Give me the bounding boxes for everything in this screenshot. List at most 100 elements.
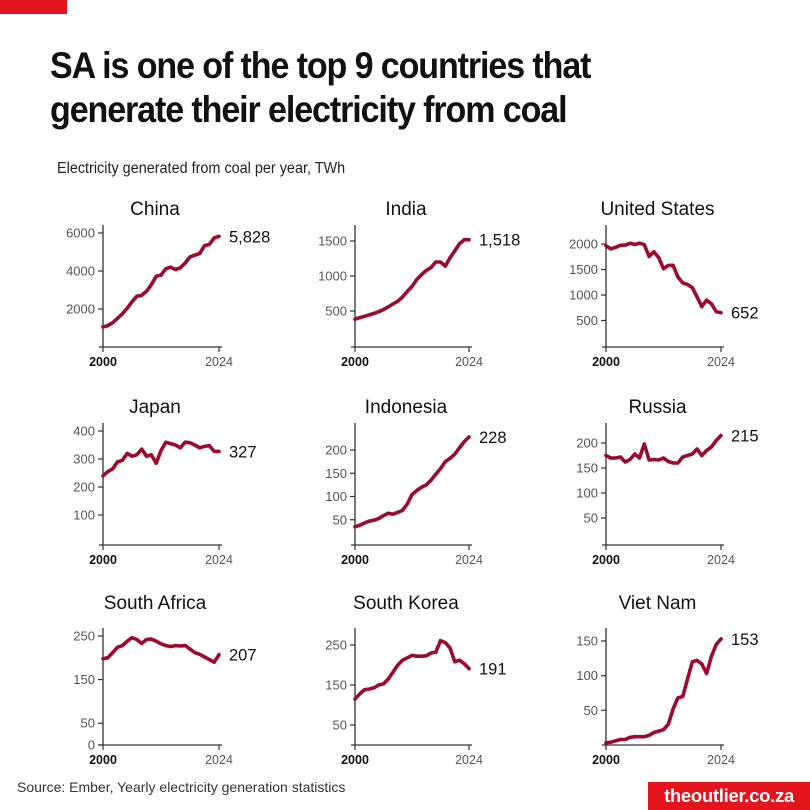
x-tick-label-russia: 2000 (592, 553, 620, 567)
data-point-china (207, 242, 211, 246)
brand-logo[interactable]: theoutlier.co.za (648, 782, 810, 810)
data-point-south-africa (149, 637, 153, 641)
y-tick-label-china: 4000 (66, 264, 95, 279)
data-point-south-korea (377, 683, 381, 687)
end-value-label-united-states: 652 (731, 305, 759, 323)
data-point-india (467, 238, 471, 242)
data-point-viet-nam (647, 733, 651, 737)
data-point-south-korea (448, 646, 452, 650)
data-point-japan (115, 460, 120, 464)
data-point-russia (604, 453, 608, 458)
data-point-south-korea (372, 686, 376, 690)
data-point-south-korea (391, 670, 395, 674)
data-point-china (183, 261, 187, 265)
data-point-russia (681, 455, 685, 459)
data-point-japan (130, 454, 134, 458)
data-point-south-africa (178, 644, 182, 648)
data-point-united-states (714, 310, 718, 314)
data-point-japan (106, 470, 110, 474)
data-point-south-korea (453, 660, 457, 664)
brand-accent-bar (0, 0, 67, 14)
data-point-japan (101, 474, 105, 478)
data-point-south-africa (198, 652, 202, 656)
data-point-united-states (666, 263, 670, 267)
data-point-russia (700, 453, 704, 458)
data-point-south-korea (424, 654, 428, 658)
data-point-indonesia (410, 493, 414, 497)
data-point-viet-nam (676, 696, 680, 700)
data-point-india (419, 273, 424, 277)
y-tick-label-russia: 200 (576, 436, 598, 451)
data-point-indonesia (386, 511, 390, 515)
panel-title-russia: Russia (628, 397, 687, 418)
data-point-indonesia (415, 488, 419, 493)
data-point-south-africa (173, 644, 178, 648)
data-point-china (188, 255, 192, 259)
data-point-viet-nam (700, 662, 704, 666)
y-tick-label-south-africa: 250 (73, 629, 95, 644)
data-point-viet-nam (609, 740, 613, 744)
data-point-united-states (661, 267, 666, 271)
data-point-south-africa (193, 651, 197, 655)
data-point-south-korea (434, 650, 438, 654)
end-value-label-japan: 327 (229, 443, 257, 461)
data-point-indonesia (358, 523, 362, 527)
y-tick-label-indonesia: 50 (333, 512, 347, 527)
data-point-south-africa (217, 653, 221, 657)
data-point-united-states (695, 295, 699, 299)
y-tick-label-united-states: 2000 (569, 237, 598, 252)
y-tick-label-united-states: 1000 (569, 288, 598, 303)
x-tick-label-united-states: 2000 (592, 355, 620, 369)
data-point-united-states (647, 254, 651, 258)
data-point-china (178, 266, 182, 270)
data-point-indonesia (467, 435, 471, 439)
series-line-china (101, 234, 221, 329)
data-point-south-africa (212, 660, 216, 664)
x-tick-label-indonesia: 2000 (341, 553, 369, 567)
data-point-india (381, 308, 386, 312)
page-title: SA is one of the top 9 countries that ge… (50, 44, 731, 132)
data-point-china (140, 293, 144, 297)
panel-title-south-africa: South Africa (104, 593, 207, 614)
data-point-united-states (676, 275, 680, 279)
data-point-south-africa (120, 644, 124, 648)
y-tick-label-indonesia: 150 (325, 466, 347, 481)
title-line-1: SA is one of the top 9 countries that (50, 45, 592, 86)
y-tick-label-india: 1500 (318, 234, 347, 249)
data-point-viet-nam (633, 735, 637, 739)
data-point-russia (676, 461, 680, 465)
data-point-india (400, 295, 405, 299)
end-value-label-indonesia: 228 (479, 429, 507, 447)
data-point-china (202, 244, 207, 248)
data-point-south-korea (381, 682, 386, 686)
data-point-south-africa (101, 657, 105, 661)
data-point-viet-nam (652, 730, 656, 735)
data-point-india (434, 260, 438, 264)
data-point-japan (135, 453, 139, 457)
data-point-united-states (604, 244, 608, 248)
data-point-china (173, 267, 178, 272)
data-point-united-states (628, 241, 632, 245)
x-tick-label-india: 2024 (455, 355, 483, 369)
data-point-china (111, 321, 115, 325)
data-point-japan (140, 447, 144, 451)
data-point-russia (709, 445, 714, 449)
data-point-south-korea (367, 687, 371, 691)
data-point-japan (169, 442, 173, 446)
x-tick-label-south-africa: 2024 (205, 753, 233, 767)
data-point-viet-nam (714, 642, 718, 647)
data-point-japan (164, 440, 168, 444)
data-point-united-states (618, 243, 623, 247)
panel-title-south-korea: South Korea (353, 593, 459, 614)
data-point-japan (159, 449, 163, 453)
data-point-russia (661, 456, 666, 460)
panel-title-viet-nam: Viet Nam (619, 593, 697, 614)
data-point-india (353, 317, 357, 321)
data-point-japan (198, 446, 202, 450)
data-point-viet-nam (695, 658, 699, 663)
data-point-indonesia (453, 452, 457, 456)
data-point-japan (202, 444, 207, 448)
data-point-south-africa (125, 639, 129, 643)
data-point-india (429, 266, 433, 270)
data-point-indonesia (429, 478, 433, 482)
